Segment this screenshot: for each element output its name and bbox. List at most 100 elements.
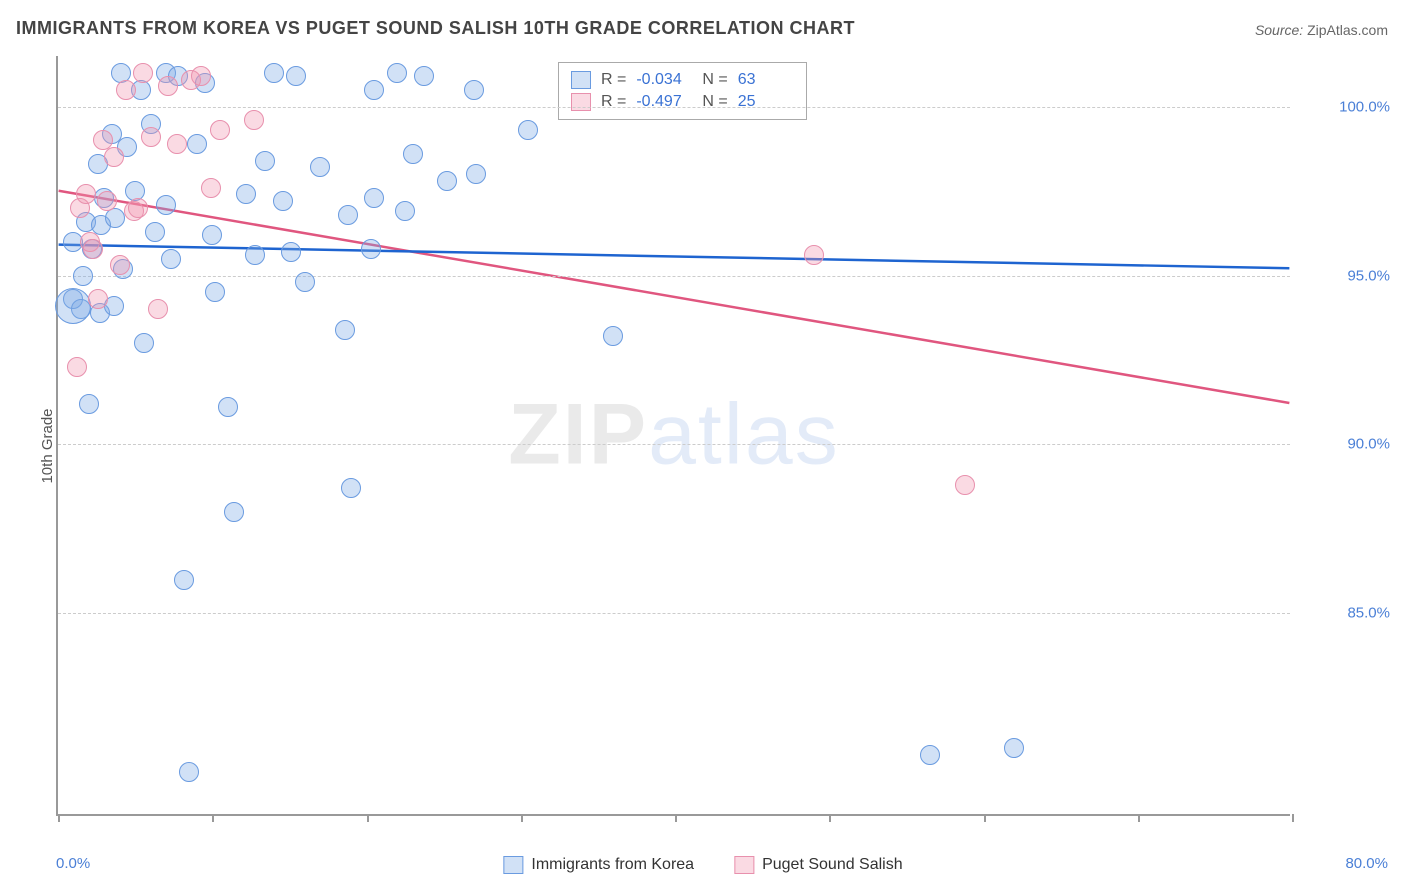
x-axis-min-label: 0.0% <box>56 855 90 872</box>
scatter-point <box>464 80 484 100</box>
scatter-point <box>156 195 176 215</box>
scatter-point <box>224 502 244 522</box>
trend-lines-layer <box>58 56 1290 814</box>
trend-line <box>59 245 1290 269</box>
y-tick-label: 95.0% <box>1300 267 1390 284</box>
scatter-point <box>286 66 306 86</box>
x-tick <box>58 814 60 822</box>
r-label: R = <box>601 93 626 111</box>
stats-row-series-a: R = -0.034 N = 63 <box>571 69 794 91</box>
x-tick <box>984 814 986 822</box>
scatter-point <box>201 178 221 198</box>
watermark-atlas: atlas <box>648 387 840 483</box>
series-a-swatch <box>571 71 591 89</box>
scatter-point <box>73 266 93 286</box>
trend-line <box>59 191 1290 403</box>
scatter-point <box>116 80 136 100</box>
y-tick-label: 100.0% <box>1300 98 1390 115</box>
series-a-name: Immigrants from Korea <box>531 856 694 874</box>
scatter-point <box>341 478 361 498</box>
y-tick-label: 85.0% <box>1300 605 1390 622</box>
series-b-name: Puget Sound Salish <box>762 856 903 874</box>
source-attribution: Source: ZipAtlas.com <box>1255 22 1388 38</box>
scatter-point <box>236 184 256 204</box>
watermark: ZIPatlas <box>508 386 839 485</box>
scatter-point <box>134 333 154 353</box>
legend-item-series-a: Immigrants from Korea <box>503 856 694 874</box>
source-value: ZipAtlas.com <box>1307 22 1388 38</box>
series-a-r-value: -0.034 <box>636 71 692 89</box>
scatter-point <box>141 127 161 147</box>
gridline <box>58 613 1290 614</box>
scatter-point <box>88 289 108 309</box>
bottom-legend: Immigrants from Korea Puget Sound Salish <box>503 856 902 874</box>
scatter-point <box>145 222 165 242</box>
gridline <box>58 444 1290 445</box>
scatter-point <box>218 397 238 417</box>
scatter-point <box>245 245 265 265</box>
series-b-r-value: -0.497 <box>636 93 692 111</box>
y-tick-label: 90.0% <box>1300 436 1390 453</box>
x-tick <box>1292 814 1294 822</box>
scatter-point <box>79 394 99 414</box>
source-label: Source: <box>1255 22 1303 38</box>
chart-title: IMMIGRANTS FROM KOREA VS PUGET SOUND SAL… <box>16 18 855 39</box>
scatter-point <box>920 745 940 765</box>
scatter-point <box>158 76 178 96</box>
n-label: N = <box>702 93 727 111</box>
scatter-point <box>364 188 384 208</box>
scatter-point <box>128 198 148 218</box>
scatter-point <box>179 762 199 782</box>
series-b-swatch <box>734 856 754 874</box>
scatter-point <box>281 242 301 262</box>
scatter-point <box>55 288 91 324</box>
x-tick <box>521 814 523 822</box>
scatter-point <box>83 239 103 259</box>
scatter-point <box>361 239 381 259</box>
correlation-stats-box: R = -0.034 N = 63 R = -0.497 N = 25 <box>558 62 807 120</box>
r-label: R = <box>601 71 626 89</box>
scatter-point <box>205 282 225 302</box>
scatter-point <box>202 225 222 245</box>
scatter-point <box>148 299 168 319</box>
scatter-point <box>97 191 117 211</box>
scatter-point <box>1004 738 1024 758</box>
stats-row-series-b: R = -0.497 N = 25 <box>571 91 794 113</box>
watermark-zip: ZIP <box>508 387 648 483</box>
scatter-point <box>387 63 407 83</box>
scatter-point <box>466 164 486 184</box>
legend-item-series-b: Puget Sound Salish <box>734 856 903 874</box>
scatter-point <box>174 570 194 590</box>
chart-container: IMMIGRANTS FROM KOREA VS PUGET SOUND SAL… <box>0 0 1406 892</box>
scatter-point <box>414 66 434 86</box>
scatter-point <box>76 184 96 204</box>
x-tick <box>212 814 214 822</box>
scatter-point <box>335 320 355 340</box>
plot-area: ZIPatlas R = -0.034 N = 63 R = -0.497 N … <box>56 56 1290 816</box>
scatter-point <box>273 191 293 211</box>
scatter-point <box>161 249 181 269</box>
scatter-point <box>310 157 330 177</box>
scatter-point <box>603 326 623 346</box>
x-tick <box>829 814 831 822</box>
scatter-point <box>295 272 315 292</box>
scatter-point <box>395 201 415 221</box>
scatter-point <box>364 80 384 100</box>
scatter-point <box>210 120 230 140</box>
x-tick <box>1138 814 1140 822</box>
n-label: N = <box>702 71 727 89</box>
scatter-point <box>110 255 130 275</box>
scatter-point <box>264 63 284 83</box>
x-axis-max-label: 80.0% <box>1345 855 1388 872</box>
gridline <box>58 107 1290 108</box>
scatter-point <box>191 66 211 86</box>
gridline <box>58 276 1290 277</box>
y-axis-label: 10th Grade <box>39 408 56 483</box>
x-tick <box>675 814 677 822</box>
scatter-point <box>104 147 124 167</box>
scatter-point <box>955 475 975 495</box>
scatter-point <box>403 144 423 164</box>
x-tick <box>367 814 369 822</box>
scatter-point <box>187 134 207 154</box>
series-a-n-value: 63 <box>738 71 794 89</box>
